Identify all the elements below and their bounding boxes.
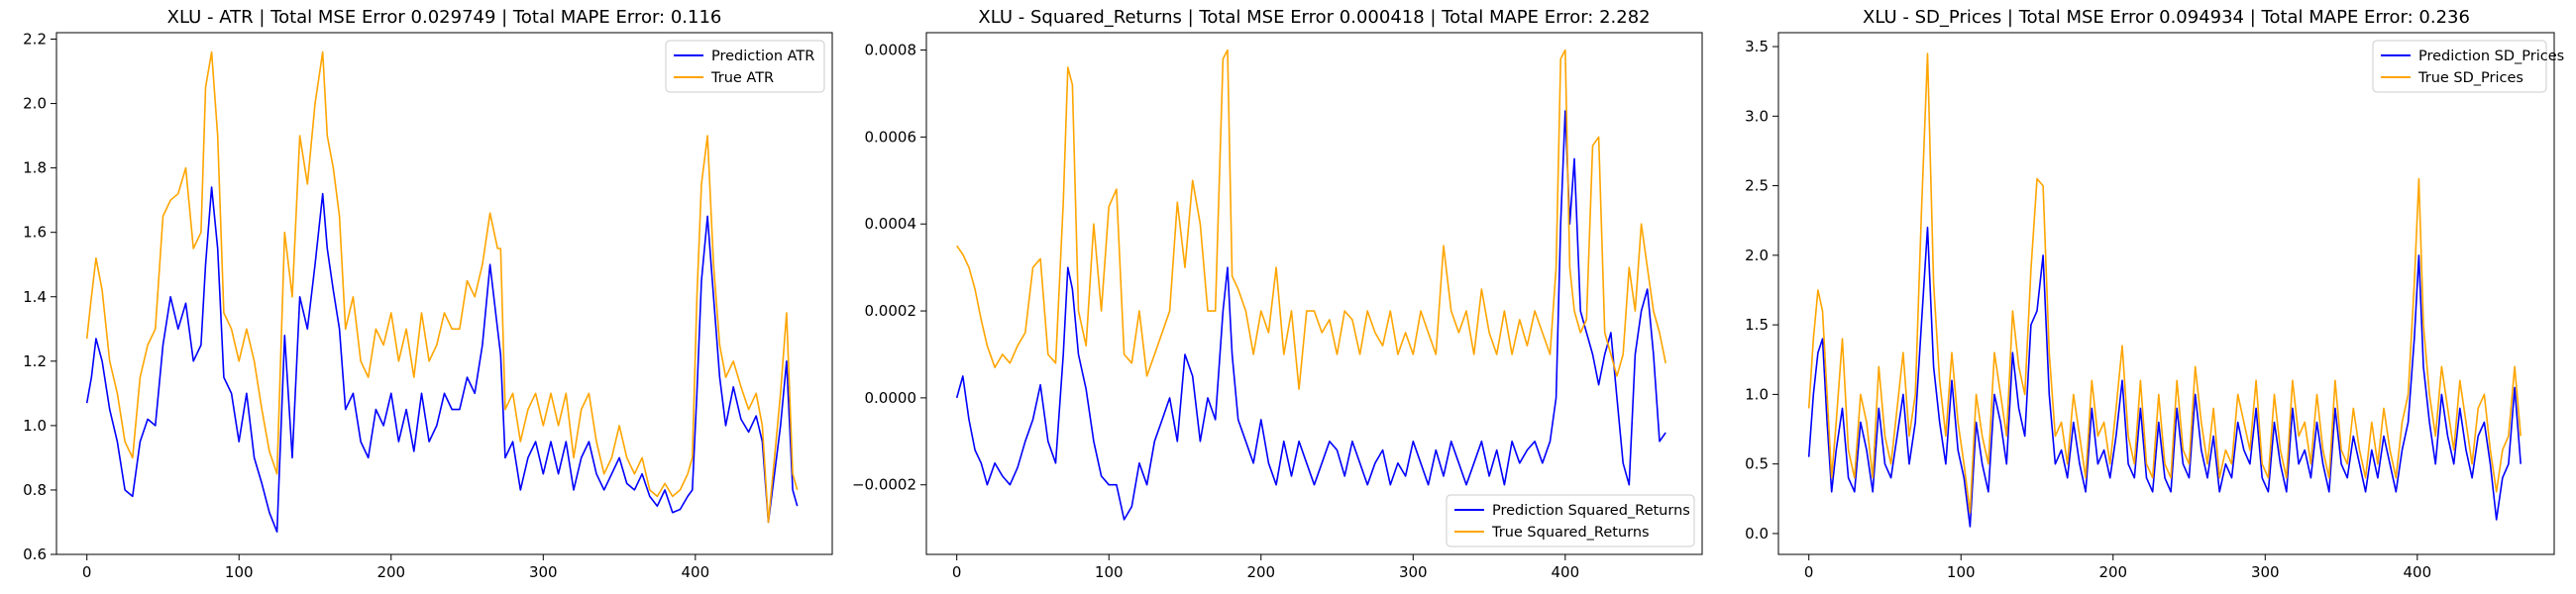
legend-box <box>665 40 825 93</box>
y-tick-label: 1.6 <box>23 224 47 242</box>
y-tick-label: 0.5 <box>1745 455 1769 473</box>
y-tick-label: 0.0004 <box>865 215 917 233</box>
chart-panel-sd-prices: XLU - SD_Prices | Total MSE Error 0.0949… <box>1745 7 2564 581</box>
x-tick-label: 100 <box>1947 563 1976 581</box>
chart-title: XLU - Squared_Returns | Total MSE Error … <box>978 7 1650 28</box>
y-tick-label: 0.0000 <box>865 389 917 407</box>
y-tick-label: 1.8 <box>23 159 47 177</box>
x-tick-label: 0 <box>82 563 92 581</box>
legend: Prediction ATR True ATR <box>665 40 825 93</box>
y-tick-label: 0.0008 <box>865 42 917 59</box>
chart-panel-atr: XLU - ATR | Total MSE Error 0.029749 | T… <box>23 7 833 581</box>
chart-title: XLU - SD_Prices | Total MSE Error 0.0949… <box>1863 7 2470 28</box>
y-tick-label: 0.0006 <box>865 128 917 146</box>
legend-label: Prediction Squared_Returns <box>1492 503 1690 519</box>
legend-label: True ATR <box>710 70 774 86</box>
legend-label: Prediction ATR <box>711 49 814 64</box>
series-line-prediction <box>85 186 799 534</box>
axes-frame <box>925 32 1703 555</box>
legend-label: True SD_Prices <box>2417 70 2523 86</box>
series-line-true <box>85 50 799 524</box>
y-tick-label: 0.8 <box>23 481 47 499</box>
x-tick-label: 300 <box>1399 563 1428 581</box>
series-line-true <box>1807 52 2522 514</box>
y-tick-label: 1.5 <box>1745 316 1769 334</box>
x-tick-label: 0 <box>1804 563 1814 581</box>
y-tick-label: 0.0002 <box>865 302 917 320</box>
chart-title: XLU - ATR | Total MSE Error 0.029749 | T… <box>167 7 722 28</box>
x-tick-label: 200 <box>1246 563 1275 581</box>
legend: Prediction Squared_Returns True Squared_R… <box>1446 494 1695 547</box>
series-line-prediction <box>955 110 1666 521</box>
legend-box <box>1446 494 1695 547</box>
y-tick-label: 2.0 <box>1745 247 1769 264</box>
y-tick-label: 0.0 <box>1745 525 1769 543</box>
axes-frame <box>1777 32 2555 555</box>
legend-label: True Squared_Returns <box>1491 525 1650 541</box>
y-tick-label: 1.2 <box>23 352 47 370</box>
x-tick-label: 200 <box>2098 563 2127 581</box>
x-tick-label: 300 <box>2251 563 2280 581</box>
y-tick-label: 3.0 <box>1745 107 1769 125</box>
series-group <box>1807 52 2522 528</box>
x-tick-label: 200 <box>376 563 405 581</box>
y-tick-label: 1.0 <box>1745 385 1769 403</box>
y-tick-label: 2.0 <box>23 95 47 113</box>
x-tick-label: 400 <box>682 563 710 581</box>
series-group <box>85 50 799 534</box>
series-line-prediction <box>1807 226 2522 528</box>
x-tick-label: 0 <box>952 563 962 581</box>
y-tick-label: 2.5 <box>1745 177 1769 195</box>
y-tick-label: 1.0 <box>23 417 47 435</box>
y-tick-label: 2.2 <box>23 31 47 49</box>
chart-panel-squared-returns: XLU - Squared_Returns | Total MSE Error … <box>852 7 1703 581</box>
x-tick-label: 400 <box>1552 563 1580 581</box>
series-line-true <box>956 49 1666 390</box>
axes-frame <box>55 32 833 555</box>
x-tick-label: 100 <box>1095 563 1124 581</box>
x-tick-label: 100 <box>225 563 254 581</box>
y-tick-label: 1.4 <box>23 288 47 306</box>
y-tick-label: 0.6 <box>23 545 47 563</box>
legend-label: Prediction SD_Prices <box>2418 49 2564 64</box>
y-tick-label: 3.5 <box>1745 38 1769 55</box>
y-tick-label: −0.0002 <box>852 476 916 494</box>
legend-box <box>2372 40 2547 93</box>
x-tick-label: 300 <box>529 563 558 581</box>
legend: Prediction SD_Prices True SD_Prices <box>2372 40 2564 93</box>
x-tick-label: 400 <box>2404 563 2432 581</box>
series-group <box>955 49 1666 521</box>
